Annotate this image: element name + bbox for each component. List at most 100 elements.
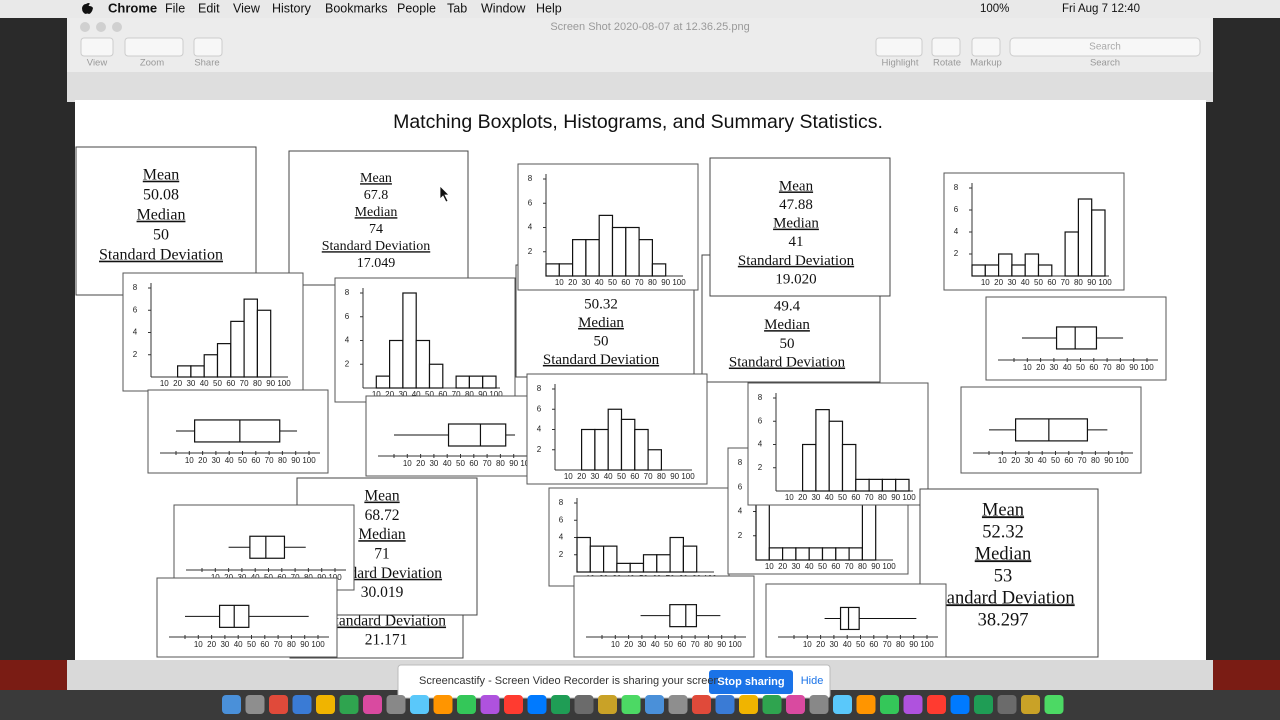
axis-label: 40: [825, 493, 834, 502]
axis-label: 50: [838, 493, 847, 502]
dock-icon[interactable]: [1021, 695, 1040, 714]
dock-icon[interactable]: [692, 695, 711, 714]
dock-icon[interactable]: [786, 695, 805, 714]
menu-item[interactable]: Edit: [198, 1, 220, 15]
dock-icon[interactable]: [363, 695, 382, 714]
histogram-bar: [611, 226, 627, 277]
histogram-bar: [868, 478, 883, 492]
stat-label: Standard Deviation: [931, 588, 1074, 608]
dock-icon[interactable]: [997, 695, 1017, 714]
dock-icon[interactable]: [386, 695, 406, 714]
dock-icon[interactable]: [668, 695, 688, 714]
dock-icon[interactable]: [457, 695, 476, 714]
histogram-bar: [855, 478, 870, 492]
dock-icon[interactable]: [809, 695, 829, 714]
dock-icon[interactable]: [410, 695, 429, 714]
dock-icon[interactable]: [480, 695, 500, 714]
menu-item[interactable]: People: [397, 1, 436, 15]
menu-item[interactable]: Tab: [447, 1, 467, 15]
axis-label: 30: [590, 472, 599, 481]
axis-label: 90: [891, 493, 900, 502]
close-button[interactable]: [80, 22, 90, 32]
minimize-button[interactable]: [96, 22, 106, 32]
stop-sharing-label[interactable]: Stop sharing: [717, 676, 784, 688]
dock-icon[interactable]: [927, 695, 946, 714]
dock-icon[interactable]: [245, 695, 265, 714]
axis-label: 40: [651, 640, 660, 649]
app-name[interactable]: Chrome: [108, 0, 157, 15]
axis-label: 60: [630, 472, 639, 481]
axis-label: 30: [791, 562, 800, 571]
histogram-bar: [177, 365, 192, 378]
dock-icon[interactable]: [339, 695, 359, 714]
axis-label: 10: [998, 456, 1007, 465]
menu-item[interactable]: Help: [536, 1, 562, 15]
count-tick-label: 6: [954, 205, 959, 214]
dock-icon[interactable]: [1044, 695, 1064, 714]
dock-icon[interactable]: [574, 695, 594, 714]
count-tick-label: 6: [559, 515, 564, 524]
axis-label: 20: [994, 278, 1003, 287]
rotate-button[interactable]: [931, 37, 961, 57]
axis-label: 80: [253, 379, 262, 388]
axis-label: 90: [1104, 456, 1113, 465]
hide-button[interactable]: Hide: [801, 675, 824, 687]
dock-icon[interactable]: [269, 695, 288, 714]
dock-icon[interactable]: [903, 695, 923, 714]
highlight-button[interactable]: [875, 37, 923, 57]
axis-label: 20: [1011, 456, 1020, 465]
axis-label: 30: [429, 459, 438, 468]
stat-label: Median: [355, 205, 398, 220]
dock-icon[interactable]: [504, 695, 523, 714]
count-tick-label: 2: [559, 550, 564, 559]
dock-icon[interactable]: [292, 695, 312, 714]
menu-item[interactable]: History: [272, 1, 312, 15]
view-button[interactable]: [80, 37, 114, 57]
dock-icon[interactable]: [222, 695, 241, 714]
dock-icon[interactable]: [762, 695, 782, 714]
count-tick-label: 4: [345, 336, 350, 345]
histogram-bar: [971, 264, 986, 277]
dock-icon[interactable]: [527, 695, 547, 714]
axis-label: 70: [845, 562, 854, 571]
dock-icon[interactable]: [974, 695, 993, 714]
dock-icon[interactable]: [950, 695, 970, 714]
dock-icon[interactable]: [433, 695, 453, 714]
histogram-bar: [1091, 209, 1106, 277]
axis-label: 10: [785, 493, 794, 502]
axis-label: 70: [452, 390, 461, 399]
dock-icon[interactable]: [880, 695, 899, 714]
menu-item[interactable]: File: [165, 1, 185, 15]
menu-item[interactable]: Window: [481, 1, 526, 15]
apple-menu[interactable]: [82, 3, 93, 14]
menu-item[interactable]: Bookmarks: [325, 1, 388, 15]
dock-icon[interactable]: [833, 695, 852, 714]
stop-sharing-button[interactable]: [709, 670, 793, 694]
toolbar-label: Highlight: [882, 58, 919, 69]
dock-icon[interactable]: [621, 695, 641, 714]
dock-icon[interactable]: [598, 695, 617, 714]
count-tick-label: 2: [345, 359, 350, 368]
share-button[interactable]: [193, 37, 223, 57]
axis-label: 40: [234, 640, 243, 649]
markup-button[interactable]: [971, 37, 1001, 57]
search-field[interactable]: [1009, 37, 1201, 57]
search-placeholder[interactable]: Search: [1089, 42, 1121, 53]
dock-icon[interactable]: [316, 695, 335, 714]
stat-label: Median: [764, 317, 810, 333]
zoom-button[interactable]: [112, 22, 122, 32]
dock-icon[interactable]: [551, 695, 570, 714]
menu-item[interactable]: View: [233, 1, 261, 15]
dock-icon[interactable]: [645, 695, 664, 714]
dock-icon[interactable]: [715, 695, 735, 714]
dock-icon[interactable]: [739, 695, 758, 714]
dock-icon[interactable]: [856, 695, 876, 714]
boxplot-frame: [573, 575, 755, 658]
zoom-buttons[interactable]: [124, 37, 184, 57]
histogram-bar: [594, 428, 609, 471]
count-tick-label: 8: [738, 458, 743, 467]
stat-label: Mean: [779, 178, 814, 194]
histogram-bar: [669, 536, 684, 573]
